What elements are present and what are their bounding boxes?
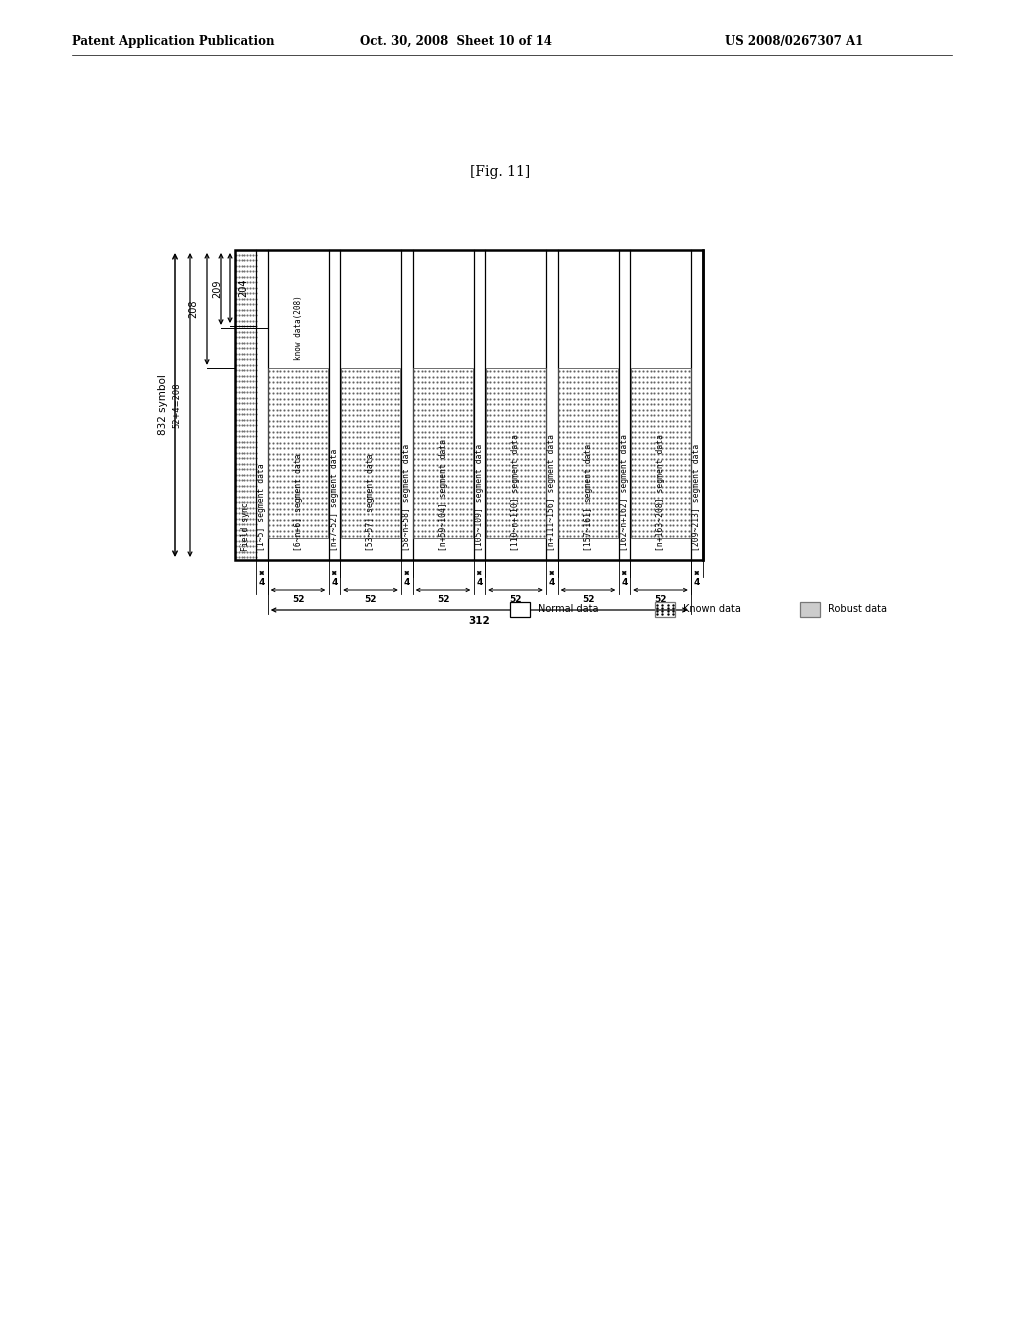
Text: [1~5] segment data: [1~5] segment data [257,463,266,550]
Text: 52: 52 [292,595,304,605]
Text: 4: 4 [331,578,338,587]
Text: Oct. 30, 2008  Sheet 10 of 14: Oct. 30, 2008 Sheet 10 of 14 [360,36,552,48]
Text: 204: 204 [238,279,248,297]
Bar [485,368,546,539]
Text: 4: 4 [549,578,555,587]
Text: [6~n+6] segment data: [6~n+6] segment data [294,454,302,550]
Text: [53~57] segment data: [53~57] segment data [366,454,375,550]
Text: Known data: Known data [683,605,741,615]
Text: Robust data: Robust data [828,605,887,615]
Text: [110~n+110] segment data: [110~n+110] segment data [511,434,520,550]
Text: [58~n+58] segment data: [58~n+58] segment data [402,444,412,550]
Text: Field sync: Field sync [241,502,250,550]
Text: [Fig. 11]: [Fig. 11] [470,165,530,180]
Text: [n+7~52] segment data: [n+7~52] segment data [330,449,339,550]
Text: 52: 52 [509,595,522,605]
Bar [631,368,690,539]
Bar [510,602,530,616]
Text: [n+163~208] segment data: [n+163~208] segment data [656,434,665,550]
Text: 52: 52 [654,595,667,605]
Text: 4: 4 [622,578,628,587]
Text: 52: 52 [582,595,594,605]
Text: 52: 52 [365,595,377,605]
Text: [105~109] segment data: [105~109] segment data [475,444,483,550]
Text: 209: 209 [212,280,222,298]
Bar [234,249,702,560]
Bar [800,602,820,616]
Bar [413,368,473,539]
Text: Patent Application Publication: Patent Application Publication [72,36,274,48]
Bar [655,602,675,616]
Text: Normal data: Normal data [538,605,598,615]
Bar [268,368,328,539]
Text: know data(208): know data(208) [294,296,302,360]
Bar [558,368,618,539]
Text: 4: 4 [476,578,482,587]
Text: 832 symbol: 832 symbol [158,375,168,436]
Text: [209~213] segment data: [209~213] segment data [692,444,701,550]
Text: [157~161] segment data: [157~161] segment data [584,444,593,550]
Text: 4: 4 [403,578,410,587]
Bar [341,368,400,539]
Text: US 2008/0267307 A1: US 2008/0267307 A1 [725,36,863,48]
Text: 208: 208 [188,300,198,318]
Text: [162~n+162] segment data: [162~n+162] segment data [620,434,629,550]
Text: [n+59~104] segment data: [n+59~104] segment data [438,438,447,550]
Text: 4: 4 [693,578,700,587]
Text: 312: 312 [468,616,490,626]
Text: 52+4=208: 52+4=208 [172,383,181,428]
Text: 4: 4 [259,578,265,587]
Text: 52: 52 [437,595,450,605]
Text: [n+111~156] segment data: [n+111~156] segment data [547,434,556,550]
